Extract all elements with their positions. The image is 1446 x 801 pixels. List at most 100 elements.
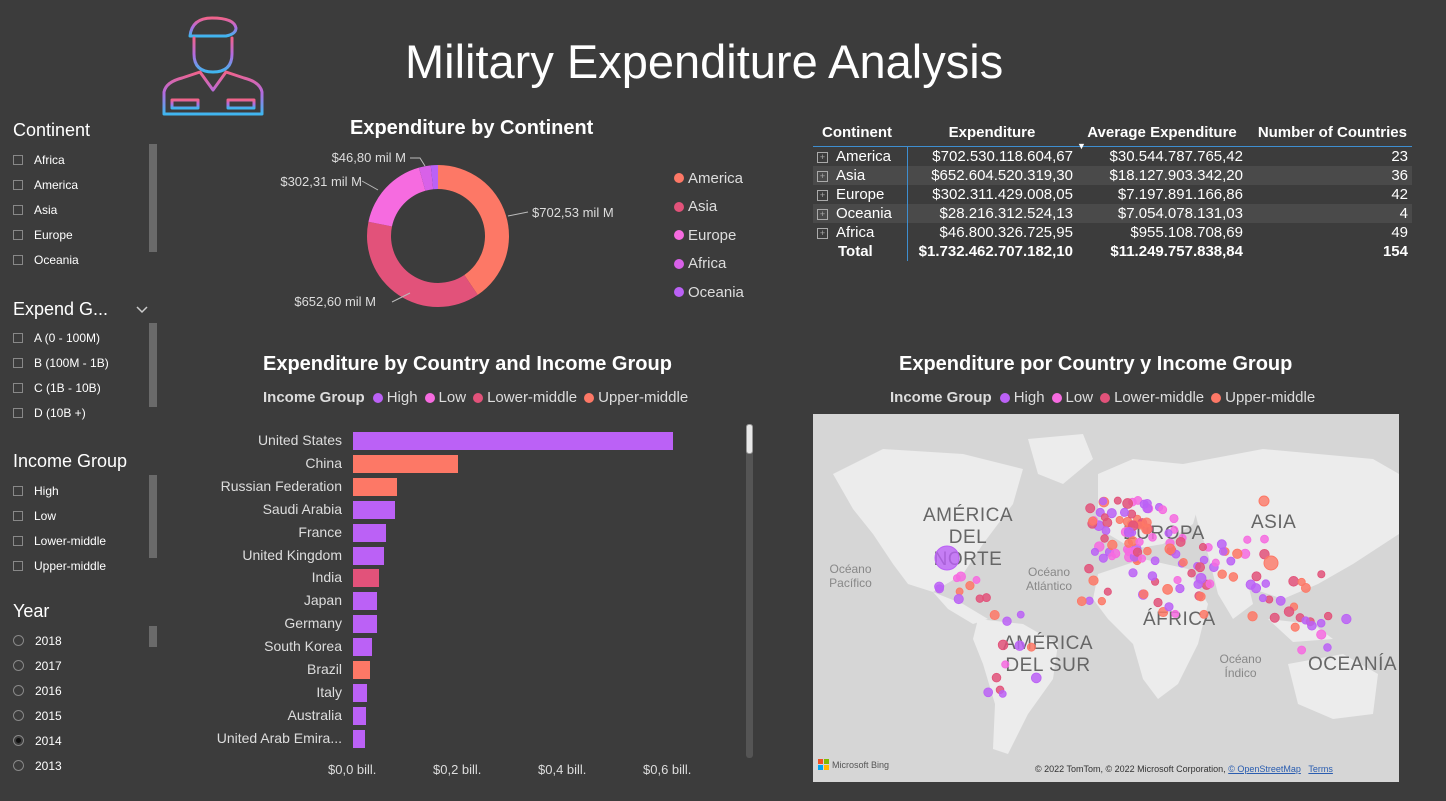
expand-icon[interactable]: + — [817, 189, 828, 201]
map-bubbles[interactable] — [813, 414, 1399, 782]
map-bubble[interactable] — [1228, 572, 1239, 582]
map-bubble[interactable] — [1290, 622, 1300, 632]
map-bubble[interactable] — [965, 580, 975, 591]
map-bubble[interactable] — [1143, 546, 1152, 556]
map-bubble[interactable] — [1300, 583, 1311, 593]
map-bubble[interactable] — [1232, 548, 1243, 559]
slicer-item-b[interactable]: B (100M - 1B) — [13, 350, 163, 375]
map-bubble[interactable] — [1169, 513, 1179, 524]
bar[interactable] — [353, 569, 380, 588]
bar[interactable] — [353, 477, 398, 496]
map-bubble[interactable] — [1316, 618, 1326, 628]
legend-item-oceania[interactable]: Oceania — [674, 278, 744, 307]
radio-button-selected[interactable] — [13, 735, 24, 746]
column-header-average-expenditure[interactable]: Average Expenditure ▼ — [1077, 118, 1247, 152]
slicer-item-2013[interactable]: 2013 — [13, 753, 163, 778]
map-bubble[interactable] — [1100, 534, 1109, 543]
map-bubble[interactable] — [1088, 516, 1098, 526]
map-bubble[interactable] — [1175, 536, 1186, 547]
bar-chart[interactable]: United States China Russian Federation Saud… — [180, 428, 750, 788]
map-bubble[interactable] — [1085, 596, 1094, 605]
map-bubble[interactable] — [1175, 583, 1185, 594]
expand-icon[interactable]: + — [817, 170, 828, 182]
map-bubble[interactable] — [972, 576, 981, 584]
map-bubble[interactable] — [934, 581, 945, 592]
map-bubble[interactable] — [1216, 539, 1227, 550]
world-map[interactable]: AMÉRICA DEL NORTE AMÉRICA DEL SUR ASIA E… — [813, 414, 1399, 782]
table-row[interactable]: + America $702.530.118.604,67 $30.544.787.7… — [813, 146, 1412, 166]
checkbox[interactable] — [13, 382, 23, 393]
slicer-item-d[interactable]: D (10B +) — [13, 400, 163, 425]
map-bubble[interactable] — [1001, 660, 1010, 669]
column-header-number-of-countries[interactable]: Number of Countries — [1257, 123, 1407, 141]
map-bubble[interactable] — [1196, 591, 1206, 602]
slicer-item-europe[interactable]: Europe — [13, 222, 163, 247]
legend-item-upper-middle[interactable]: Upper-middle — [1211, 389, 1315, 406]
scrollbar-thumb[interactable] — [746, 424, 753, 454]
map-bubble[interactable] — [1217, 569, 1227, 579]
map-bubble[interactable] — [1317, 570, 1326, 579]
legend-item-europe[interactable]: Europe — [674, 221, 744, 250]
map-bubble[interactable] — [1288, 576, 1299, 587]
continent-scrollbar[interactable] — [149, 144, 157, 252]
map-bubble[interactable] — [1141, 524, 1152, 535]
bar[interactable] — [353, 706, 367, 725]
slicer-item-oceania[interactable]: Oceania — [13, 247, 163, 272]
checkbox[interactable] — [13, 254, 23, 265]
map-bubble[interactable] — [1199, 609, 1209, 619]
map-bubble[interactable] — [1127, 509, 1137, 519]
slicer-item-low[interactable]: Low — [13, 503, 163, 528]
checkbox[interactable] — [13, 560, 23, 571]
map-bubble[interactable] — [1128, 568, 1138, 578]
map-bubble[interactable] — [1297, 577, 1306, 587]
map-bubble[interactable] — [1247, 611, 1258, 622]
column-header-expenditure[interactable]: Expenditure — [948, 123, 1036, 141]
checkbox[interactable] — [13, 332, 23, 343]
map-bubble[interactable] — [1258, 594, 1267, 603]
bar[interactable] — [353, 615, 378, 634]
map-bubble[interactable] — [1088, 575, 1099, 586]
map-bubble[interactable] — [1263, 555, 1279, 571]
map-bubble[interactable] — [1100, 513, 1109, 522]
legend-item-america[interactable]: America — [674, 164, 744, 193]
map-bubble[interactable] — [1162, 584, 1173, 595]
income-group-scrollbar[interactable] — [149, 475, 157, 558]
checkbox[interactable] — [13, 357, 23, 368]
slicer-item-high[interactable]: High — [13, 478, 163, 503]
map-bubble[interactable] — [998, 689, 1007, 698]
map-bubble[interactable] — [1198, 543, 1207, 552]
legend-item-low[interactable]: Low — [424, 389, 466, 406]
map-bubble[interactable] — [1110, 548, 1121, 559]
map-bubble[interactable] — [1258, 495, 1270, 507]
bar[interactable] — [353, 523, 387, 542]
map-bubble[interactable] — [1097, 596, 1107, 606]
slicer-item-america[interactable]: America — [13, 172, 163, 197]
expand-icon[interactable]: + — [817, 208, 828, 220]
map-bubble[interactable] — [1195, 572, 1207, 584]
radio-button[interactable] — [13, 635, 24, 646]
donut-slice-africa[interactable] — [418, 165, 434, 191]
map-bubble[interactable] — [1195, 562, 1206, 573]
checkbox[interactable] — [13, 535, 23, 546]
map-bubble[interactable] — [1031, 672, 1042, 684]
map-bubble[interactable] — [1106, 508, 1117, 519]
legend-item-low[interactable]: Low — [1051, 389, 1093, 406]
donut-chart[interactable]: $702,53 mil M $652,60 mil M $302,31 mil M $… — [260, 140, 680, 320]
map-bubble[interactable] — [1164, 529, 1173, 538]
map-bubble[interactable] — [1147, 571, 1158, 581]
map-bubble[interactable] — [1076, 596, 1087, 607]
table-row[interactable]: + Europe $302.311.429.008,05 $7.197.891.166… — [813, 185, 1412, 204]
map-bubble[interactable] — [1158, 505, 1168, 515]
checkbox[interactable] — [13, 229, 23, 240]
map-bubble[interactable] — [1153, 597, 1163, 608]
map-bubble[interactable] — [1297, 645, 1307, 655]
slicer-item-2017[interactable]: 2017 — [13, 653, 163, 678]
map-bubble[interactable] — [1199, 555, 1209, 565]
bar[interactable] — [353, 546, 384, 565]
map-bubble[interactable] — [1260, 534, 1269, 544]
donut-slice-asia[interactable] — [367, 221, 478, 307]
map-bubble[interactable] — [1245, 579, 1256, 590]
expand-icon[interactable]: + — [817, 151, 828, 163]
terms-link[interactable]: Terms — [1308, 764, 1333, 774]
legend-item-lower-middle[interactable]: Lower-middle — [1100, 389, 1204, 406]
